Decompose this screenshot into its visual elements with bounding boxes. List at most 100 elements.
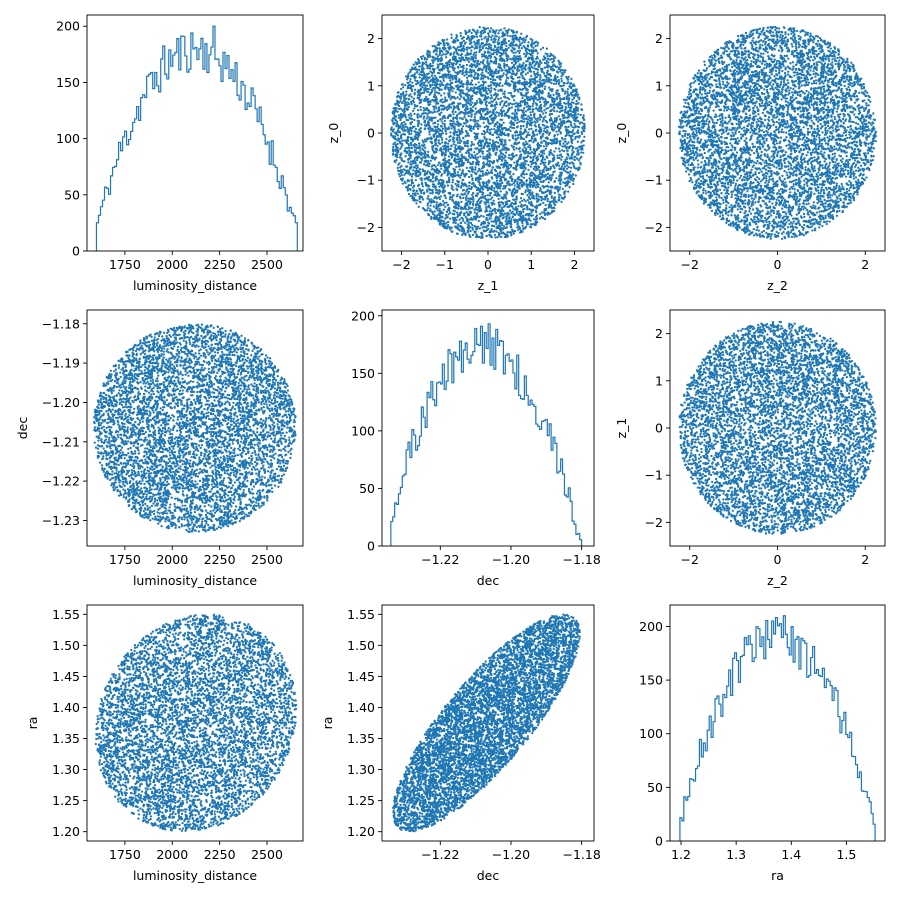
scatter-point <box>525 178 528 182</box>
scatter-point <box>508 213 511 216</box>
scatter-point <box>516 141 520 145</box>
scatter-point <box>456 39 460 42</box>
scatter-point <box>481 150 485 153</box>
scatter-point <box>465 48 469 51</box>
scatter-point <box>443 190 446 193</box>
scatter-point <box>506 96 509 99</box>
scatter-point <box>471 45 474 48</box>
scatter-point <box>428 185 431 188</box>
scatter-point <box>555 137 558 140</box>
scatter-point <box>495 111 499 114</box>
scatter-point <box>490 38 493 41</box>
scatter-point <box>521 71 524 74</box>
scatter-point <box>546 176 549 179</box>
scatter-point <box>509 35 512 38</box>
scatter-point <box>440 154 444 157</box>
scatter-point <box>410 132 413 135</box>
scatter-point <box>426 138 429 141</box>
scatter-point <box>461 137 465 140</box>
scatter-point <box>465 185 468 188</box>
scatter-point <box>395 124 398 128</box>
scatter-point <box>395 120 399 123</box>
scatter-point <box>423 115 426 118</box>
scatter-point <box>470 87 473 90</box>
scatter-point <box>461 91 465 94</box>
scatter-point <box>531 38 534 42</box>
scatter-point <box>499 177 503 180</box>
scatter-point <box>391 153 395 156</box>
scatter-point <box>516 160 520 163</box>
scatter-point <box>434 179 437 182</box>
scatter-point <box>559 140 562 143</box>
scatter-point <box>574 147 578 150</box>
scatter-point <box>518 231 522 234</box>
scatter-point <box>543 109 546 112</box>
scatter-point <box>459 34 462 37</box>
scatter-point <box>442 203 445 207</box>
scatter-point <box>416 169 419 173</box>
scatter-point <box>482 215 485 218</box>
scatter-point <box>522 67 526 70</box>
y-tick-label: 150 <box>56 75 80 90</box>
scatter-point <box>392 145 395 149</box>
scatter-point <box>538 217 542 220</box>
scatter-point <box>432 122 435 125</box>
scatter-point <box>523 114 526 117</box>
scatter-point <box>511 70 515 73</box>
scatter-point <box>508 172 511 176</box>
scatter-point <box>498 187 502 190</box>
scatter-point <box>433 108 436 111</box>
scatter-point <box>478 215 481 219</box>
scatter-point <box>450 96 453 99</box>
scatter-point <box>447 213 450 216</box>
scatter-point <box>527 48 530 51</box>
scatter-point <box>540 195 543 199</box>
scatter-point <box>482 26 485 29</box>
scatter-point <box>460 200 463 204</box>
scatter-point <box>505 53 508 56</box>
scatter-point <box>583 135 586 139</box>
scatter-point <box>547 185 550 188</box>
scatter-point <box>527 145 530 149</box>
scatter-point <box>545 65 548 69</box>
scatter-point <box>462 36 465 39</box>
scatter-point <box>457 180 461 183</box>
scatter-point <box>512 172 515 176</box>
scatter-point <box>518 37 521 40</box>
scatter-point <box>486 27 490 30</box>
scatter-point <box>504 155 507 159</box>
scatter-point <box>425 164 428 167</box>
scatter-point <box>434 48 437 51</box>
scatter-point <box>476 152 479 156</box>
scatter-point <box>463 142 466 145</box>
scatter-point <box>439 118 442 121</box>
scatter-point <box>438 185 441 188</box>
scatter-point <box>453 51 456 54</box>
scatter-point <box>484 112 487 116</box>
scatter-point <box>536 80 539 83</box>
scatter-point <box>526 71 529 74</box>
scatter-point <box>479 200 482 204</box>
scatter-point <box>491 104 494 108</box>
scatter-point <box>471 105 475 109</box>
scatter-point <box>572 164 576 168</box>
scatter-point <box>410 150 413 154</box>
scatter-point <box>550 196 553 199</box>
scatter-point <box>574 174 577 177</box>
scatter-point <box>427 164 430 168</box>
scatter-point <box>425 90 428 93</box>
histogram-step-line <box>95 25 298 251</box>
scatter-point <box>505 57 508 60</box>
scatter-point <box>499 97 502 100</box>
scatter-point <box>518 51 521 55</box>
scatter-point <box>583 123 586 126</box>
scatter-point <box>487 119 490 122</box>
scatter-point <box>571 130 574 133</box>
scatter-point <box>573 158 576 161</box>
scatter-point <box>508 216 511 219</box>
scatter-point <box>549 189 552 192</box>
scatter-point <box>418 152 421 156</box>
scatter-point <box>553 109 556 113</box>
scatter-point <box>541 46 545 49</box>
scatter-point <box>539 76 542 79</box>
